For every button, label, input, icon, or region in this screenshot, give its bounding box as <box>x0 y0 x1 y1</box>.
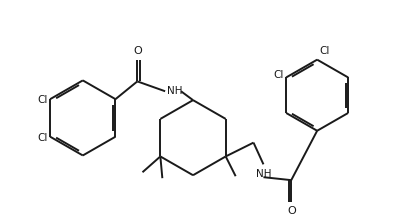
Text: Cl: Cl <box>38 133 48 143</box>
Text: O: O <box>133 46 142 56</box>
Text: Cl: Cl <box>274 71 284 80</box>
Text: NH: NH <box>167 86 183 96</box>
Text: Cl: Cl <box>38 95 48 105</box>
Text: NH: NH <box>256 169 271 179</box>
Text: O: O <box>287 206 296 216</box>
Text: Cl: Cl <box>319 46 329 56</box>
